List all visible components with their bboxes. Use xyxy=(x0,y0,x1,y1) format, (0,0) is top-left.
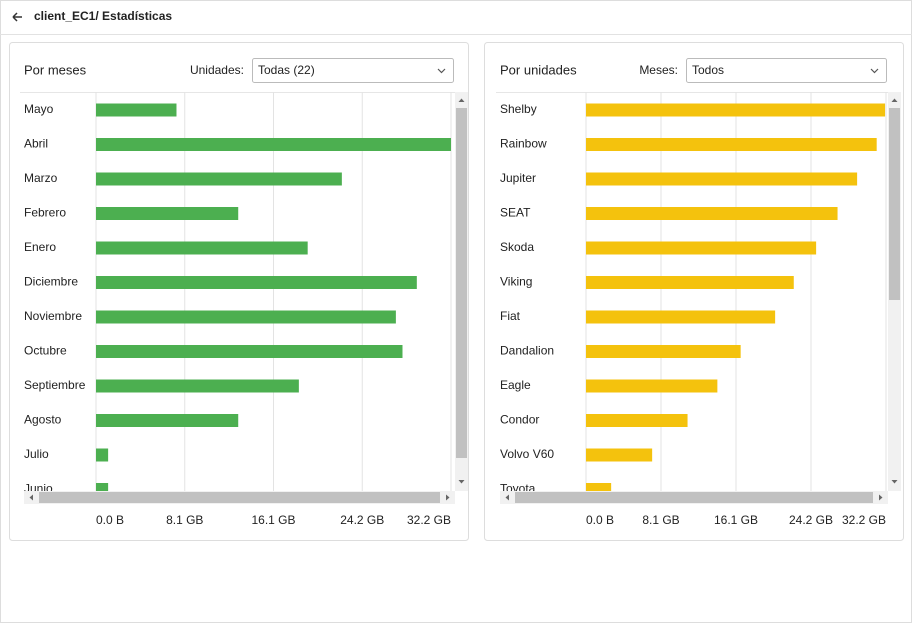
page-title: client_EC1/ Estadísticas xyxy=(34,9,172,23)
category-label: Septiembre xyxy=(24,378,86,392)
scroll-arrow-left[interactable] xyxy=(29,494,34,501)
category-label: SEAT xyxy=(500,206,531,220)
scroll-arrow-left[interactable] xyxy=(505,494,510,501)
category-label: Noviembre xyxy=(24,309,82,323)
x-tick-label: 0.0 B xyxy=(586,513,614,527)
category-label: Diciembre xyxy=(24,275,78,289)
category-label: Jupiter xyxy=(500,171,536,185)
category-label: Enero xyxy=(24,240,56,254)
scroll-arrow-up[interactable] xyxy=(458,98,465,103)
filter-value: Todas (22) xyxy=(258,63,315,77)
category-label: Fiat xyxy=(500,309,521,323)
category-label: Shelby xyxy=(500,102,537,116)
bar xyxy=(586,448,653,462)
category-label: Eagle xyxy=(500,378,531,392)
x-tick-label: 0.0 B xyxy=(96,513,124,527)
bar xyxy=(586,172,858,186)
category-label: Rainbow xyxy=(500,137,547,151)
x-tick-label: 8.1 GB xyxy=(166,513,203,527)
category-label: Dandalion xyxy=(500,344,554,358)
bar xyxy=(586,103,886,117)
x-tick-label: 32.2 GB xyxy=(842,513,886,527)
bar xyxy=(96,310,396,324)
bar xyxy=(586,379,718,393)
v-scroll-thumb[interactable] xyxy=(456,108,467,458)
filter-select[interactable] xyxy=(686,58,887,83)
bar xyxy=(586,414,688,427)
bar xyxy=(96,172,342,186)
category-label: Marzo xyxy=(24,171,58,185)
category-label: Skoda xyxy=(500,240,534,254)
bar xyxy=(96,483,109,491)
plot-area: Mayo Abril Marzo Febrero Enero Diciembre Novie… xyxy=(20,92,455,496)
x-tick-label: 16.1 GB xyxy=(714,513,758,527)
panel xyxy=(484,42,904,541)
bar xyxy=(586,276,794,289)
back-button[interactable] xyxy=(12,12,22,22)
category-label: Volvo V60 xyxy=(500,447,554,461)
x-tick-label: 16.1 GB xyxy=(251,513,295,527)
bar xyxy=(96,448,109,462)
scroll-arrow-up[interactable] xyxy=(891,98,898,103)
scroll-arrow-right[interactable] xyxy=(446,494,450,501)
panel xyxy=(9,42,469,541)
bar xyxy=(586,483,612,491)
filter-label: Unidades: xyxy=(190,63,244,77)
category-label: Julio xyxy=(24,447,49,461)
bar xyxy=(96,379,299,393)
scroll-arrow-right[interactable] xyxy=(879,494,883,501)
bar xyxy=(96,103,177,117)
category-label: Viking xyxy=(500,275,532,289)
bar xyxy=(96,276,417,289)
x-tick-label: 24.2 GB xyxy=(789,513,833,527)
category-label: Octubre xyxy=(24,344,67,358)
v-scroll-thumb[interactable] xyxy=(889,108,900,300)
bar xyxy=(586,310,776,324)
x-tick-label: 24.2 GB xyxy=(340,513,384,527)
panel-title: Por meses xyxy=(24,62,87,77)
bar xyxy=(96,414,239,427)
filter-select[interactable] xyxy=(252,58,454,83)
panel-title: Por unidades xyxy=(500,62,577,77)
filter-value: Todos xyxy=(692,63,724,77)
category-label: Junio xyxy=(24,482,53,496)
category-label: Mayo xyxy=(24,102,54,116)
bar xyxy=(586,345,741,358)
x-tick-label: 32.2 GB xyxy=(407,513,451,527)
bar xyxy=(586,241,817,255)
bar xyxy=(96,207,239,220)
h-scroll-thumb[interactable] xyxy=(515,492,873,503)
scroll-arrow-down[interactable] xyxy=(891,480,898,484)
bar xyxy=(96,345,403,358)
scroll-arrow-down[interactable] xyxy=(458,480,465,484)
category-label: Abril xyxy=(24,137,48,151)
bar xyxy=(586,138,877,151)
filter-label: Meses: xyxy=(639,63,678,77)
category-label: Toyota xyxy=(500,482,536,496)
x-tick-label: 8.1 GB xyxy=(642,513,679,527)
bar xyxy=(96,138,451,151)
h-scroll-thumb[interactable] xyxy=(39,492,440,503)
select-chevron xyxy=(870,68,879,74)
bar xyxy=(586,207,838,220)
category-label: Febrero xyxy=(24,206,66,220)
plot-area: Shelby Rainbow Jupiter SEAT Skoda Viking Fiat D… xyxy=(496,92,888,496)
category-label: Agosto xyxy=(24,413,62,427)
category-label: Condor xyxy=(500,413,539,427)
bar xyxy=(96,241,308,255)
select-chevron xyxy=(437,68,446,74)
